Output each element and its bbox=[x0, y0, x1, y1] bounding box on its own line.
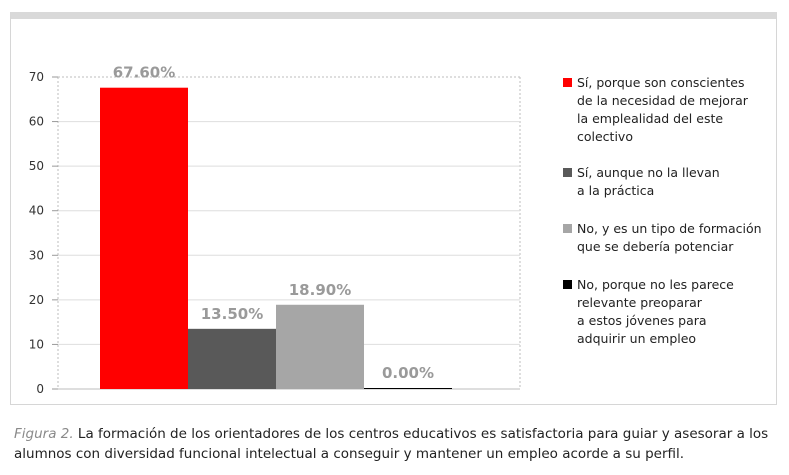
y-tick-label: 20 bbox=[29, 293, 44, 307]
data-label-2: 13.50% bbox=[201, 305, 263, 323]
y-tick-label: 40 bbox=[29, 204, 44, 218]
bar-3 bbox=[276, 304, 364, 389]
legend-swatch bbox=[563, 168, 572, 177]
caption-text: La formación de los orientadores de los … bbox=[14, 426, 769, 462]
chart-frame bbox=[10, 12, 777, 405]
data-label-4: 0.00% bbox=[382, 364, 434, 382]
data-label-1: 67.60% bbox=[113, 64, 175, 82]
y-tick-label: 70 bbox=[29, 70, 44, 84]
figure-caption: Figura 2. La formación de los orientador… bbox=[14, 424, 779, 464]
y-tick-label: 30 bbox=[29, 248, 44, 262]
y-tick-label: 50 bbox=[29, 159, 44, 173]
bar-4 bbox=[364, 388, 452, 389]
legend-swatch bbox=[563, 280, 572, 289]
y-tick-label: 60 bbox=[29, 115, 44, 129]
legend-label: No, y es un tipo de formación que se deb… bbox=[577, 221, 762, 254]
y-tick-label: 10 bbox=[29, 337, 44, 351]
legend-swatch bbox=[563, 224, 572, 233]
bar-chart: 0 10 20 30 40 50 60 70 67.60% 13.50% 18.90% 0.00% bbox=[29, 64, 521, 396]
bar-1 bbox=[100, 87, 188, 389]
legend-label: Sí, aunque no la llevan a la práctica bbox=[577, 165, 720, 198]
y-axis: 0 10 20 30 40 50 60 70 bbox=[29, 70, 59, 396]
data-labels: 67.60% 13.50% 18.90% 0.00% bbox=[113, 64, 434, 382]
legend-label: No, porque no les parece relevante preop… bbox=[577, 277, 734, 346]
legend-swatch bbox=[563, 78, 572, 87]
bars bbox=[100, 87, 452, 389]
caption-figure-label: Figura 2. bbox=[14, 426, 74, 442]
data-label-3: 18.90% bbox=[289, 281, 351, 299]
legend-label: Sí, porque son conscientes de la necesid… bbox=[577, 75, 748, 144]
bar-2 bbox=[188, 328, 276, 389]
y-tick-label: 0 bbox=[36, 382, 44, 396]
